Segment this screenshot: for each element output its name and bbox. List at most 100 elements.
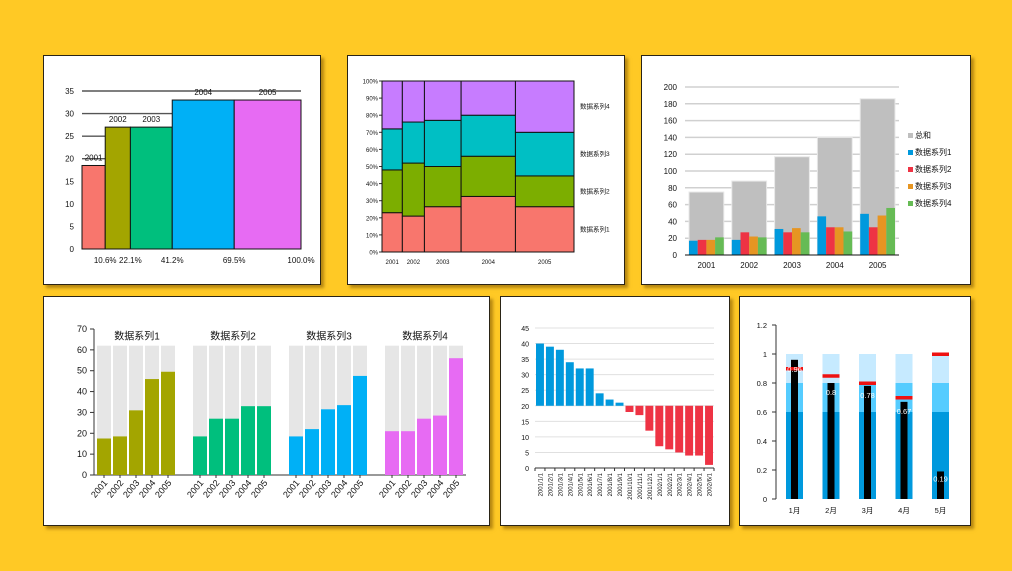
x-tick-label: 2003 xyxy=(436,260,450,266)
bar xyxy=(705,405,713,465)
range-band xyxy=(895,354,913,383)
x-tick-label: 2002/5/1 xyxy=(698,472,704,496)
x-tick-label: 2001 xyxy=(89,478,110,500)
series-bar xyxy=(800,232,810,255)
small-multiples-bar-chart: 010203040506070数据系列120012002200320042005… xyxy=(77,324,466,500)
series-bar xyxy=(749,236,758,255)
x-tick-label: 2005 xyxy=(249,478,270,500)
y-tick-label: 100 xyxy=(664,167,678,176)
y-tick-label: 20 xyxy=(65,155,74,164)
actual-bar xyxy=(937,471,944,499)
bar xyxy=(104,126,131,250)
value-bar xyxy=(385,431,399,475)
target-marker xyxy=(932,352,949,356)
chart-panel-marimekko: 0% 10% 20% 30% 40% 50% 60% 70% 80% 90% 100% 2001 200… xyxy=(347,55,625,285)
y-tick-label: 25 xyxy=(521,388,529,395)
bullet-chart: 0 0.2 0.4 0.6 0.8 1 1.2 0.96 1月 0.8 2月 0.78 3月 0.67 4月… xyxy=(757,321,949,515)
x-tick-label: 2002 xyxy=(105,478,126,500)
actual-bar xyxy=(827,383,835,499)
series-bar xyxy=(731,239,741,255)
legend-label: 数据系列3 xyxy=(580,149,610,158)
actual-bar xyxy=(791,359,798,499)
stacked-segment xyxy=(423,206,462,253)
value-bar xyxy=(433,415,447,475)
value-bar xyxy=(337,405,351,475)
x-tick-label: 2003 xyxy=(409,478,430,500)
y-tick-label: 0 xyxy=(763,495,767,504)
y-tick-label: 15 xyxy=(65,177,74,186)
range-band xyxy=(859,354,876,383)
x-tick-label: 2001 xyxy=(377,478,398,500)
x-cumulative-label: 69.5% xyxy=(223,256,246,265)
x-tick-label: 1月 xyxy=(789,506,801,515)
x-tick-label: 2002/4/1 xyxy=(688,472,694,496)
y-tick-label: 0 xyxy=(70,245,75,254)
legend-swatch xyxy=(908,150,913,155)
bar xyxy=(565,362,574,406)
chart-panel-small-multiples: 0 10 20 30 40 50 60 70 数据系列1 2001 2002 2003 2004 2005… xyxy=(43,296,490,526)
x-tick-label: 2001/9/1 xyxy=(618,472,624,496)
stacked-segment xyxy=(460,80,516,116)
bar xyxy=(625,405,634,412)
y-tick-label: 50% xyxy=(366,165,379,171)
x-tick-label: 5月 xyxy=(935,506,947,515)
x-tick-label: 2004 xyxy=(137,478,158,500)
series-bar xyxy=(817,216,827,255)
actual-value-label: 0.67 xyxy=(897,407,912,416)
y-tick-label: 100% xyxy=(363,80,379,86)
value-bar xyxy=(401,431,415,475)
y-tick-label: 10 xyxy=(521,435,529,442)
series-bar xyxy=(886,207,895,255)
range-band xyxy=(822,354,840,383)
chart-panel-bullet: 0 0.2 0.4 0.6 0.8 1 1.2 0.96 1月 0.8 2月 0.78 3月 0.67 4月… xyxy=(739,296,971,526)
y-tick-label: 40 xyxy=(77,387,87,397)
legend-label: 数据系列2 xyxy=(915,164,952,174)
range-band xyxy=(932,354,949,383)
x-tick-label: 2002 xyxy=(740,261,758,270)
y-tick-label: 5 xyxy=(70,222,75,231)
y-tick-label: 20 xyxy=(77,428,87,438)
bar xyxy=(595,393,604,406)
x-tick-label: 2001/6/1 xyxy=(588,472,594,496)
range-band xyxy=(932,412,949,499)
y-tick-label: 180 xyxy=(664,100,678,109)
legend-swatch xyxy=(908,201,913,206)
x-tick-label: 2001 xyxy=(698,261,716,270)
bar xyxy=(675,405,684,453)
value-bar xyxy=(353,375,367,475)
x-tick-label: 2月 xyxy=(825,506,837,515)
series-bar xyxy=(740,232,750,255)
x-tick-label: 2005 xyxy=(441,478,462,500)
actual-value-label: 0.19 xyxy=(933,474,948,483)
value-bar xyxy=(145,379,159,475)
stacked-segment xyxy=(381,80,403,130)
series-bar xyxy=(826,227,835,255)
stacked-segment xyxy=(401,215,425,253)
x-tick-label: 2005 xyxy=(869,261,887,270)
bar xyxy=(545,346,554,406)
stacked-segment xyxy=(401,121,425,164)
y-tick-label: 60% xyxy=(366,148,379,154)
series-bar xyxy=(834,227,844,255)
x-tick-label: 2001/12/1 xyxy=(648,472,654,499)
y-tick-label: 30 xyxy=(65,110,74,119)
y-tick-label: 1.2 xyxy=(757,321,767,330)
y-tick-label: 5 xyxy=(525,450,529,457)
y-tick-label: 0.2 xyxy=(757,466,767,475)
legend-label: 数据系列1 xyxy=(915,147,952,157)
y-tick-label: 10% xyxy=(366,233,379,239)
y-tick-label: 35 xyxy=(521,357,529,364)
y-tick-label: 50 xyxy=(77,366,87,376)
y-tick-label: 35 xyxy=(65,87,74,96)
y-tick-label: 40% xyxy=(366,182,379,188)
y-tick-label: 15 xyxy=(521,419,529,426)
value-bar xyxy=(209,418,223,475)
x-tick-label: 2001/3/1 xyxy=(558,472,564,496)
y-tick-label: 25 xyxy=(65,132,74,141)
x-tick-label: 2001/10/1 xyxy=(628,472,634,499)
x-tick-label: 2001/2/1 xyxy=(548,472,554,496)
stacked-segment xyxy=(423,166,462,208)
x-tick-label: 2001/4/1 xyxy=(568,472,574,496)
bar xyxy=(233,99,302,250)
x-tick-label: 2002 xyxy=(297,478,318,500)
